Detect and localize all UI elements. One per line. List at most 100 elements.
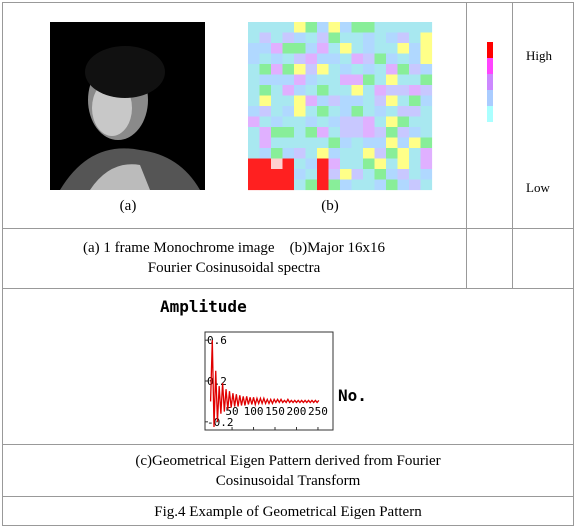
spectrum-cell	[317, 96, 329, 107]
spectrum-cell	[352, 117, 364, 128]
spectrum-cell	[294, 169, 306, 180]
spectrum-cell	[306, 117, 318, 128]
spectrum-cell	[398, 169, 410, 180]
spectrum-cell	[340, 117, 352, 128]
spectrum-cell	[317, 117, 329, 128]
spectrum-cell	[271, 75, 283, 86]
x-tick-label: 100	[244, 405, 264, 418]
spectrum-cell	[386, 106, 398, 117]
spectrum-cell	[248, 138, 260, 149]
spectrum-cell	[306, 106, 318, 117]
x-tick-label: 200	[287, 405, 307, 418]
spectrum-cell	[271, 180, 283, 191]
spectrum-cell	[260, 64, 272, 75]
spectrum-cell	[363, 75, 375, 86]
spectrum-cell	[340, 96, 352, 107]
colorbar-high: High	[526, 48, 553, 63]
spectrum-cell	[352, 64, 364, 75]
spectrum-cell	[421, 75, 433, 86]
spectrum-cell	[421, 148, 433, 159]
spectrum-cell	[294, 64, 306, 75]
spectrum-cell	[248, 33, 260, 44]
colorbar-swatch	[487, 90, 493, 106]
spectrum-cell	[386, 117, 398, 128]
spectrum-cell	[294, 138, 306, 149]
spectrum-cell	[248, 75, 260, 86]
spectrum-cell	[398, 43, 410, 54]
spectrum-cell	[363, 148, 375, 159]
spectrum-cell	[283, 85, 295, 96]
spectrum-cell	[306, 22, 318, 33]
spectrum-cell	[248, 117, 260, 128]
spectrum-cell	[340, 64, 352, 75]
spectrum-cell	[260, 75, 272, 86]
spectrum-cell	[294, 106, 306, 117]
spectrum-cell	[248, 180, 260, 191]
spectrum-cell	[260, 159, 272, 170]
spectrum-cell	[386, 54, 398, 65]
spectrum-cell	[363, 106, 375, 117]
spectrum-cell	[409, 138, 421, 149]
spectrum-cell	[283, 43, 295, 54]
spectrum-cell	[409, 22, 421, 33]
spectrum-cell	[248, 85, 260, 96]
spectrum-cell	[386, 96, 398, 107]
spectrum-cell	[283, 127, 295, 138]
spectrum-cell	[398, 22, 410, 33]
spectrum-cell	[409, 85, 421, 96]
spectrum-cell	[398, 138, 410, 149]
spectrum-cell	[248, 148, 260, 159]
spectrum-cell	[317, 54, 329, 65]
spectrum-cell	[306, 54, 318, 65]
spectrum-cell	[398, 159, 410, 170]
spectrum-cell	[294, 22, 306, 33]
spectrum-cell	[294, 159, 306, 170]
spectrum-cell	[283, 33, 295, 44]
spectrum-cell	[306, 75, 318, 86]
spectrum-cell	[375, 96, 387, 107]
spectrum-cell	[375, 169, 387, 180]
spectrum-cell	[409, 169, 421, 180]
spectrum-cell	[248, 22, 260, 33]
panel-label: (a)	[120, 198, 137, 214]
spectrum-cell	[306, 180, 318, 191]
spectrum-cell	[329, 22, 341, 33]
spectrum-cell	[260, 127, 272, 138]
spectrum-cell	[340, 127, 352, 138]
spectrum-cell	[363, 138, 375, 149]
spectrum-cell	[317, 127, 329, 138]
spectrum-cell	[352, 85, 364, 96]
spectrum-cell	[409, 64, 421, 75]
spectrum-cell	[409, 43, 421, 54]
spectrum-cell	[352, 138, 364, 149]
spectrum-cell	[421, 96, 433, 107]
spectrum-cell	[271, 22, 283, 33]
spectrum-cell	[271, 64, 283, 75]
spectrum-cell	[421, 43, 433, 54]
spectrum-cell	[409, 96, 421, 107]
spectrum-cell	[260, 117, 272, 128]
spectrum-cell	[363, 64, 375, 75]
spectrum-cell	[294, 96, 306, 107]
spectrum-cell	[363, 85, 375, 96]
spectrum-cell	[352, 159, 364, 170]
spectrum-cell	[409, 33, 421, 44]
caption-line: Cosinusoidal Transform	[216, 473, 361, 489]
spectrum-cell	[329, 33, 341, 44]
spectrum-cell	[340, 85, 352, 96]
spectrum-cell	[363, 159, 375, 170]
spectrum-cell	[329, 117, 341, 128]
spectrum-cell	[386, 22, 398, 33]
spectrum-cell	[340, 106, 352, 117]
spectrum-cell	[306, 64, 318, 75]
colorbar-swatch	[487, 42, 493, 58]
spectrum-cell	[260, 106, 272, 117]
spectrum-cell	[329, 106, 341, 117]
spectrum-cell	[329, 148, 341, 159]
spectrum-cell	[271, 127, 283, 138]
spectrum-cell	[386, 169, 398, 180]
spectrum-cell	[260, 43, 272, 54]
figure-caption: Fig.4 Example of Geometrical Eigen Patte…	[154, 504, 422, 520]
spectrum-cell	[317, 169, 329, 180]
spectrum-cell	[421, 64, 433, 75]
